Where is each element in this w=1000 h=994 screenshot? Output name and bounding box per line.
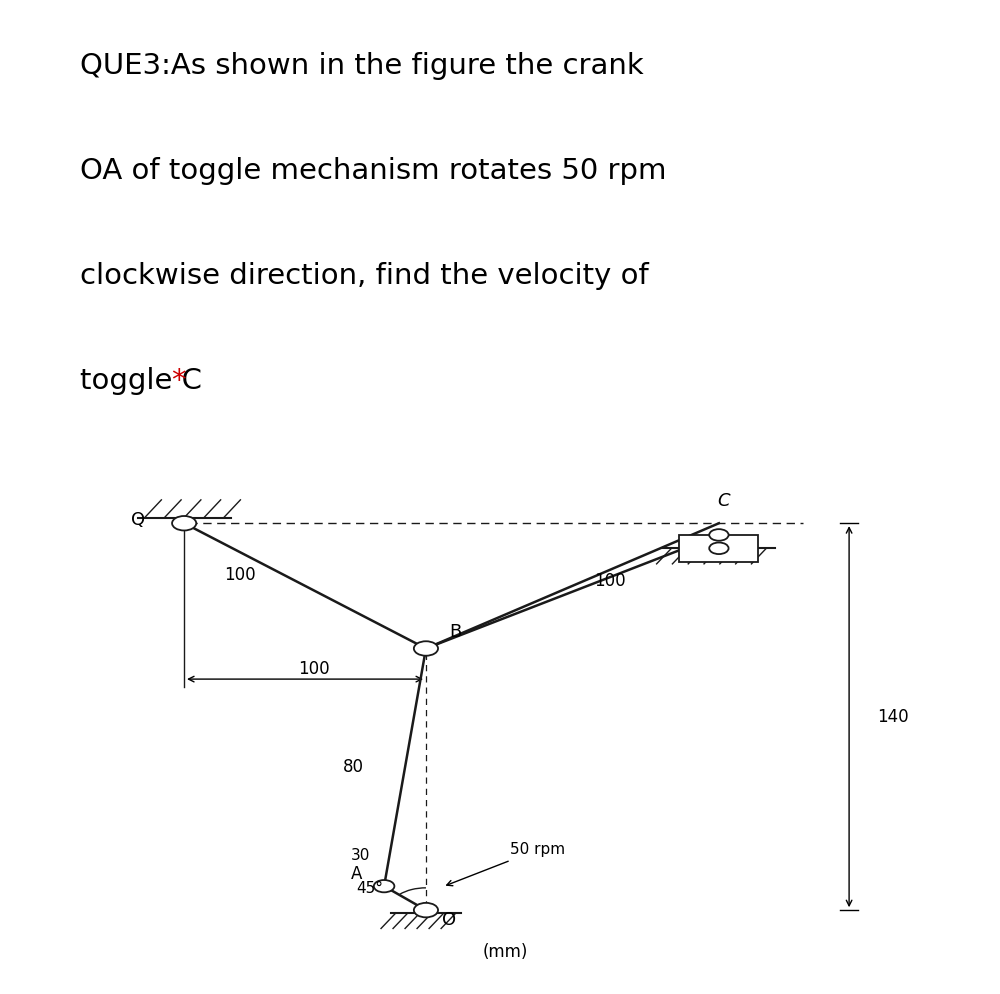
- Text: 45°: 45°: [357, 882, 384, 897]
- Text: OA of toggle mechanism rotates 50 rpm: OA of toggle mechanism rotates 50 rpm: [80, 157, 666, 186]
- Text: (mm): (mm): [482, 943, 528, 961]
- Text: QUE3:As shown in the figure the crank: QUE3:As shown in the figure the crank: [80, 53, 644, 81]
- Text: *: *: [171, 368, 186, 396]
- Text: C: C: [717, 492, 730, 510]
- Text: clockwise direction, find the velocity of: clockwise direction, find the velocity o…: [80, 262, 649, 290]
- Circle shape: [709, 529, 729, 541]
- Text: B: B: [449, 623, 461, 641]
- Text: O: O: [442, 911, 456, 929]
- Circle shape: [172, 516, 196, 531]
- Text: 100: 100: [299, 660, 330, 678]
- Text: A: A: [351, 865, 362, 883]
- Text: 80: 80: [343, 758, 364, 776]
- Text: 100: 100: [224, 566, 256, 583]
- Bar: [679, 535, 758, 562]
- Text: 100: 100: [594, 572, 625, 589]
- Text: Q: Q: [131, 512, 145, 530]
- Circle shape: [374, 880, 394, 893]
- Circle shape: [414, 903, 438, 917]
- Circle shape: [709, 543, 729, 554]
- Text: toggle C: toggle C: [80, 368, 211, 396]
- Text: 50 rpm: 50 rpm: [447, 843, 565, 886]
- Circle shape: [414, 641, 438, 656]
- Text: 30: 30: [351, 848, 371, 863]
- Text: 140: 140: [877, 708, 909, 726]
